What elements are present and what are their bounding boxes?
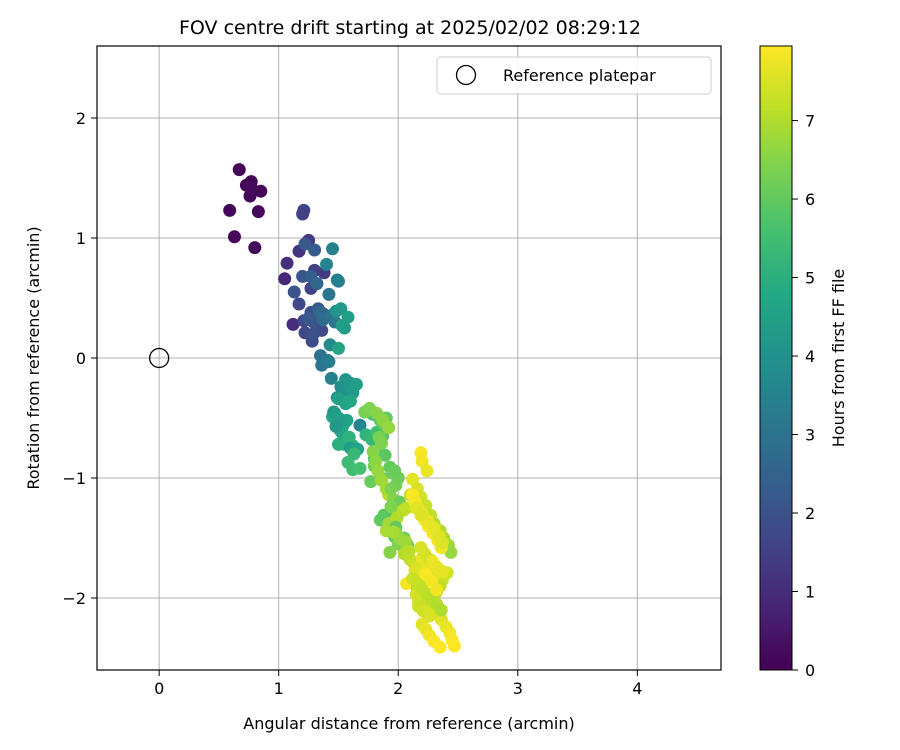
legend: Reference platepar xyxy=(436,56,712,95)
x-tick-label: 0 xyxy=(154,679,164,698)
data-point xyxy=(386,525,400,539)
data-point xyxy=(322,287,336,301)
colorbar-tick-label: 2 xyxy=(805,504,815,523)
data-point xyxy=(343,394,357,408)
data-point xyxy=(325,242,339,256)
data-point xyxy=(384,500,398,514)
legend-box xyxy=(436,56,712,95)
grid-lines xyxy=(97,46,721,670)
data-points xyxy=(223,163,461,654)
data-point xyxy=(232,163,246,177)
colorbar-label: Hours from first FF file xyxy=(829,269,848,448)
data-point xyxy=(306,327,320,341)
colorbar-tick-label: 0 xyxy=(805,661,815,680)
data-point xyxy=(447,639,461,653)
data-point xyxy=(353,461,367,475)
data-point xyxy=(353,418,367,432)
y-tick-label: −1 xyxy=(62,469,86,488)
data-point xyxy=(444,545,458,559)
data-point xyxy=(286,317,300,331)
data-point xyxy=(320,257,334,271)
data-point xyxy=(302,311,316,325)
chart-title: FOV centre drift starting at 2025/02/02 … xyxy=(179,17,641,39)
legend-entry-reference-platepar: Reference platepar xyxy=(503,66,656,85)
y-tick-label: −2 xyxy=(62,589,86,608)
data-point xyxy=(429,583,443,597)
y-tick-label: 1 xyxy=(76,229,86,248)
reference-marker-layer xyxy=(149,347,170,369)
y-axis-ticks: 2 1 0 −1 −2 xyxy=(62,109,97,608)
x-axis-label: Angular distance from reference (arcmin) xyxy=(243,714,574,733)
data-point xyxy=(298,237,312,251)
x-axis-ticks: 0 1 2 3 4 xyxy=(154,670,642,698)
data-point xyxy=(244,181,258,195)
data-point xyxy=(383,545,397,559)
data-point xyxy=(251,205,265,219)
data-point xyxy=(378,448,392,462)
data-point xyxy=(296,207,310,221)
data-point xyxy=(364,475,378,489)
colorbar-tick-label: 7 xyxy=(805,112,815,131)
colorbar-tick-label: 6 xyxy=(805,190,815,209)
data-point xyxy=(433,640,447,654)
colorbar-tick-label: 4 xyxy=(805,347,815,366)
y-axis-label: Rotation from reference (arcmin) xyxy=(24,226,43,489)
y-tick-label: 0 xyxy=(76,349,86,368)
data-point xyxy=(310,277,324,291)
plot-area: 0 1 2 3 4 2 1 0 −1 −2 xyxy=(62,45,722,698)
data-point xyxy=(388,464,402,478)
data-point xyxy=(331,341,345,355)
legend-marker-circle xyxy=(455,64,477,86)
data-point xyxy=(324,371,338,385)
data-point xyxy=(287,285,301,299)
data-point xyxy=(349,377,363,391)
colorbar-ticks: 0 1 2 3 4 5 6 7 xyxy=(792,112,815,680)
data-point xyxy=(278,272,292,286)
reference-platepar-marker xyxy=(149,347,170,369)
data-point xyxy=(414,508,428,522)
data-point xyxy=(331,274,345,288)
colorbar-gradient xyxy=(759,45,793,671)
colorbar-tick-label: 3 xyxy=(805,426,815,445)
data-point xyxy=(434,603,448,617)
data-point xyxy=(406,472,420,486)
colorbar-tick-label: 5 xyxy=(805,269,815,288)
data-point xyxy=(382,421,396,435)
data-point xyxy=(435,536,449,550)
data-point xyxy=(329,419,343,433)
y-tick-label: 2 xyxy=(76,109,86,128)
data-point xyxy=(227,230,241,244)
x-tick-label: 2 xyxy=(393,679,403,698)
data-point xyxy=(420,464,434,478)
data-point xyxy=(316,313,330,327)
x-tick-label: 4 xyxy=(632,679,642,698)
data-point xyxy=(292,297,306,311)
data-point xyxy=(280,256,294,270)
colorbar: 0 1 2 3 4 5 6 7 Hours from first FF file xyxy=(759,45,848,680)
data-point xyxy=(322,355,336,369)
data-point xyxy=(223,203,237,217)
data-point xyxy=(341,310,355,324)
data-point xyxy=(248,241,262,255)
data-point xyxy=(375,436,389,450)
data-point xyxy=(331,437,345,451)
x-tick-label: 3 xyxy=(513,679,523,698)
data-point xyxy=(415,454,429,468)
x-tick-label: 1 xyxy=(274,679,284,698)
data-point xyxy=(308,243,322,257)
colorbar-tick-label: 1 xyxy=(805,583,815,602)
data-point xyxy=(435,565,449,579)
